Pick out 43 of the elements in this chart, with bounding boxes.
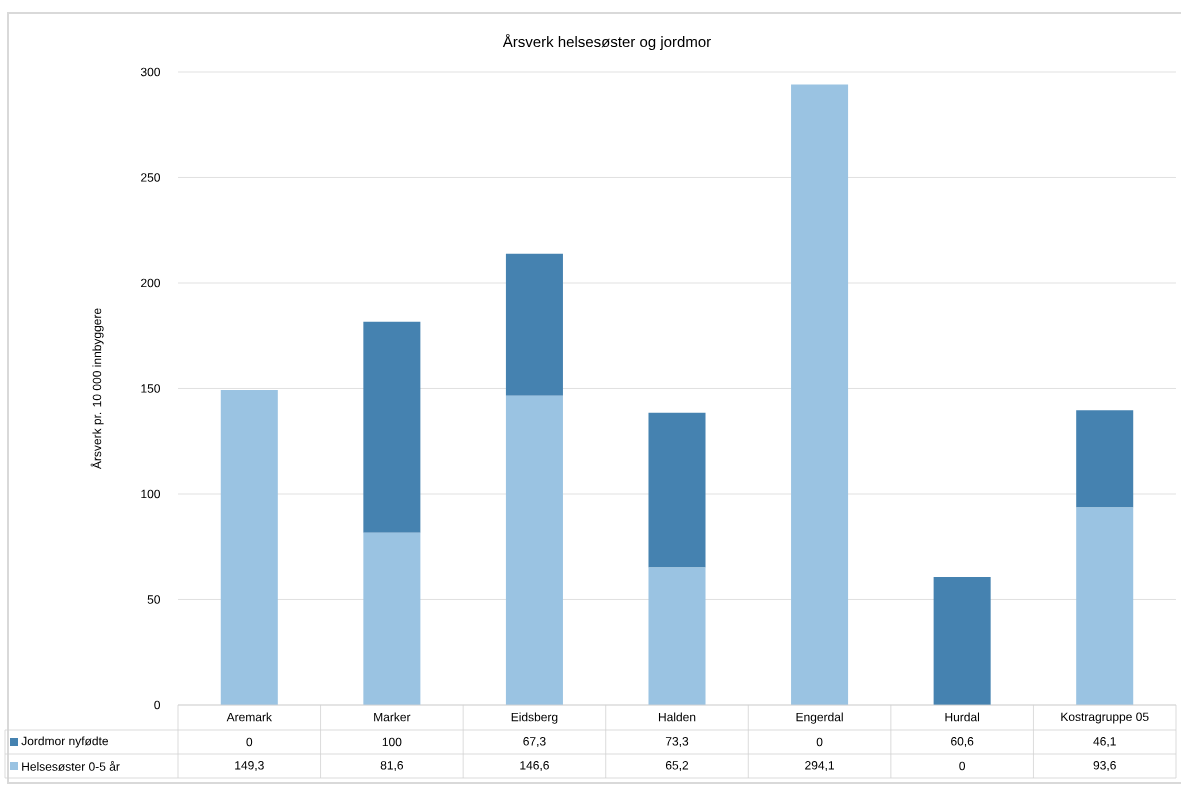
data-label: 60,6 xyxy=(951,737,974,747)
bar xyxy=(1076,507,1134,705)
x-tick-label: Hurdal xyxy=(945,712,980,722)
x-tick-label: Engerdal xyxy=(796,712,843,724)
bar xyxy=(791,84,849,705)
legend-label: Helsesøster 0-5 år xyxy=(22,761,120,771)
legend-label: Jordmor nyfødte xyxy=(21,736,109,748)
bar xyxy=(363,321,421,533)
bar xyxy=(220,389,278,705)
y-axis-title: Årsverk pr. 10 000 innbyggere xyxy=(90,308,104,470)
data-label: 146,6 xyxy=(520,761,549,771)
bar xyxy=(648,567,706,705)
data-label: 0 xyxy=(816,737,823,747)
data-label: 65,2 xyxy=(665,761,689,771)
y-tick-label: 200 xyxy=(141,278,161,288)
x-tick-label: Aremark xyxy=(226,712,272,722)
data-label: 73,3 xyxy=(665,737,689,747)
bar xyxy=(505,395,563,705)
data-label: 93,6 xyxy=(1093,761,1116,771)
y-tick-label: 50 xyxy=(147,595,161,604)
data-label: 100 xyxy=(382,737,402,747)
chart-title: Årsverk helsesøster og jordmor xyxy=(502,33,711,51)
y-tick-label: 250 xyxy=(141,173,161,182)
x-tick-label: Marker xyxy=(374,712,411,722)
data-label: 81,6 xyxy=(380,761,404,771)
data-label: 294,1 xyxy=(805,761,834,771)
y-tick-label: 100 xyxy=(141,489,161,499)
bar xyxy=(648,412,706,568)
bar xyxy=(363,532,421,705)
data-label: 0 xyxy=(959,761,966,771)
bar xyxy=(1076,410,1134,508)
bar xyxy=(505,253,563,396)
x-tick-label: Kostragruppe 05 xyxy=(1061,712,1149,724)
data-label: 46,1 xyxy=(1093,737,1116,747)
data-label: 149,3 xyxy=(235,761,264,771)
x-tick-label: Halden xyxy=(658,712,696,722)
y-tick-label: 150 xyxy=(141,384,161,393)
y-tick-label: 0 xyxy=(154,700,161,710)
bar xyxy=(933,577,991,705)
data-label: 0 xyxy=(246,737,253,747)
y-tick-label: 300 xyxy=(140,67,161,77)
x-tick-label: Eidsberg xyxy=(511,712,558,724)
data-label: 67,3 xyxy=(523,737,546,747)
